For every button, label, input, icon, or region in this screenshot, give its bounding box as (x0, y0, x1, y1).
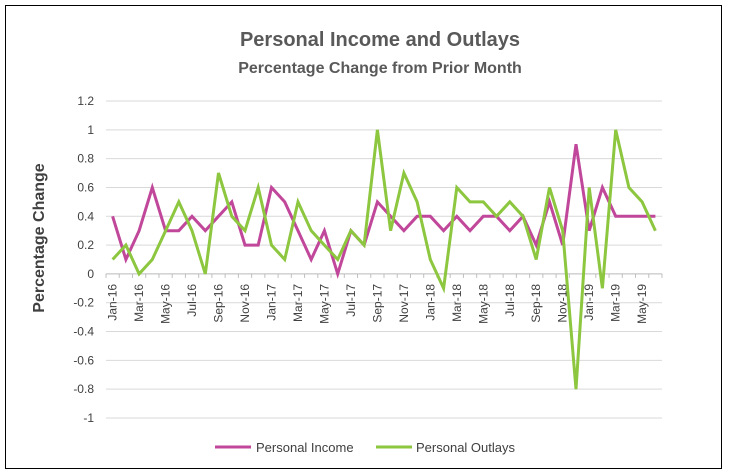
x-tick-labels: Jan-16 Mar-16 May-16 Jul-16 Sep-16 Nov-16 Jan-… (106, 284, 650, 324)
x-tick-label: Mar-16 (132, 284, 146, 322)
legend-label-personal-outlays: Personal Outlays (416, 440, 515, 455)
y-tick-label: -0.2 (73, 296, 94, 310)
legend-label-personal-income: Personal Income (256, 440, 354, 455)
y-tick-label: 0.6 (77, 180, 94, 194)
series-line-personal-income (111, 143, 656, 280)
y-tick-label: 0.4 (77, 209, 94, 223)
y-tick-label: 0 (87, 267, 94, 281)
x-tick-label: May-18 (476, 284, 490, 324)
x-tick-label: Sep-17 (370, 284, 384, 323)
y-tick-label: -1 (83, 411, 94, 425)
y-tick-label: -0.8 (73, 382, 94, 396)
y-tick-label: -0.6 (73, 353, 94, 367)
x-tick-label: Sep-16 (212, 284, 226, 323)
y-tick-label: 0.2 (77, 238, 94, 252)
x-tick-label: Jan-19 (582, 284, 596, 321)
series-line-personal-outlays (111, 129, 657, 390)
x-tick-label: Mar-19 (609, 284, 623, 322)
x-tick-label: May-16 (159, 284, 173, 324)
x-tick-label: May-19 (635, 284, 649, 324)
series-lines (111, 129, 657, 390)
x-tick-label: Nov-16 (238, 284, 252, 323)
chart-subtitle: Percentage Change from Prior Month (238, 60, 522, 77)
x-tick-label: Sep-18 (529, 284, 543, 323)
x-tick-label: Mar-17 (291, 284, 305, 322)
chart-frame (5, 5, 722, 469)
x-tick-label: Jul-18 (503, 284, 517, 317)
y-tick-label: -0.4 (73, 325, 94, 339)
y-axis-label: Percentage Change (31, 163, 48, 312)
x-axis (105, 273, 663, 278)
y-tick-label: 0.8 (77, 152, 94, 166)
legend: Personal Income Personal Outlays (215, 440, 515, 455)
chart-title: Personal Income and Outlays (240, 29, 520, 51)
y-tick-label: 1 (87, 123, 94, 137)
x-tick-label: Nov-17 (397, 284, 411, 323)
y-tick-labels: 1.2 1 0.8 0.6 0.4 0.2 0 -0.2 -0.4 -0.6 -0.8 -1 (73, 94, 94, 425)
x-tick-label: Nov-18 (556, 284, 570, 323)
y-tick-label: 1.2 (77, 94, 94, 108)
x-tick-label: Jan-17 (264, 284, 278, 321)
x-tick-label: Jan-18 (423, 284, 437, 321)
x-tick-label: Jul-16 (185, 284, 199, 317)
x-tick-label: Mar-18 (450, 284, 464, 322)
x-tick-label: Jan-16 (106, 284, 120, 321)
x-tick-label: Jul-17 (344, 284, 358, 317)
x-tick-label: May-17 (317, 284, 331, 324)
